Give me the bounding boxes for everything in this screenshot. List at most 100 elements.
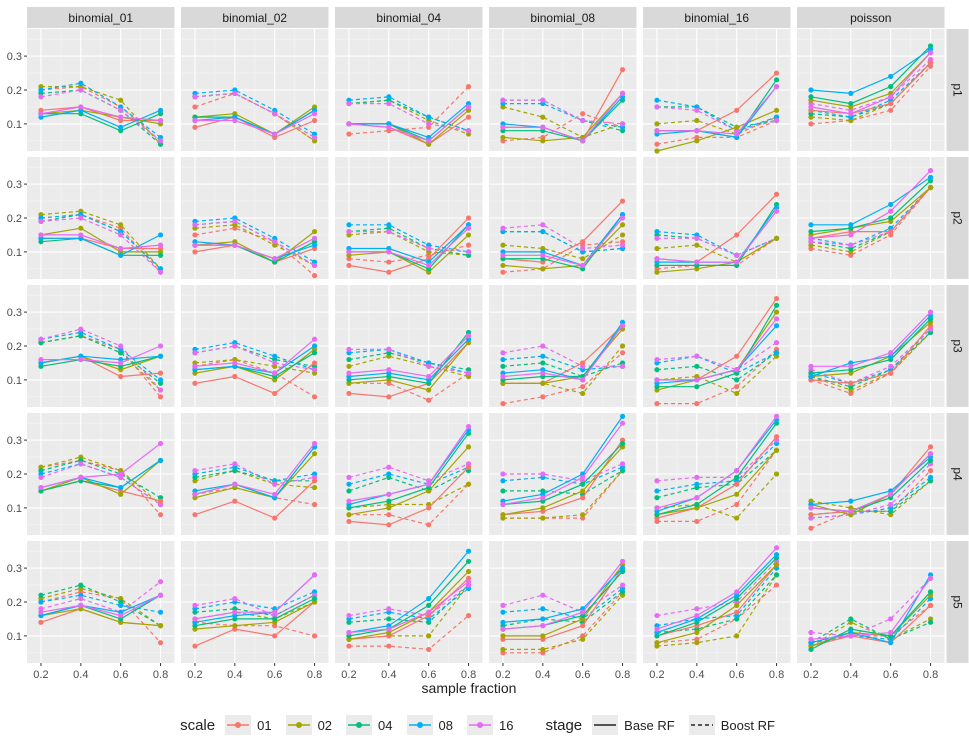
series-line-base-08 xyxy=(348,550,469,634)
data-point-boost-08 xyxy=(157,609,164,615)
data-point-boost-16 xyxy=(580,117,586,124)
panel-p5-binomial_02 xyxy=(181,541,329,663)
data-point-boost-02 xyxy=(654,245,660,252)
series-line-base-16 xyxy=(194,338,315,374)
facet-label-p4: p4 xyxy=(951,467,965,481)
data-point-boost-04 xyxy=(848,616,854,622)
data-point-base-16 xyxy=(192,363,198,369)
data-point-boost-01 xyxy=(619,350,626,356)
data-point-base-01 xyxy=(734,609,740,615)
data-point-base-16 xyxy=(734,589,740,595)
data-point-base-08 xyxy=(927,174,934,180)
series-line-base-02 xyxy=(348,571,469,640)
data-point-base-16 xyxy=(580,377,586,383)
data-point-base-02 xyxy=(118,491,124,497)
data-point-base-08 xyxy=(808,87,814,93)
series-line-base-01 xyxy=(810,325,931,384)
data-point-base-08 xyxy=(888,640,894,646)
data-point-boost-16 xyxy=(694,353,700,359)
legend-key-scale-16 xyxy=(466,715,493,735)
data-point-boost-01 xyxy=(580,111,586,117)
data-point-base-02 xyxy=(465,568,472,575)
data-point-boost-08 xyxy=(540,353,546,359)
data-point-base-02 xyxy=(694,629,700,636)
data-point-base-16 xyxy=(311,440,318,447)
series-line-base-08 xyxy=(502,321,623,381)
panel-p2-binomial_02 xyxy=(181,157,329,279)
facet-strip-binomial_04 xyxy=(335,7,483,28)
series-line-boost-08 xyxy=(810,598,931,644)
y-tick-label: 0.3 xyxy=(7,51,22,63)
data-point-boost-01 xyxy=(500,401,506,407)
series-line-base-04 xyxy=(810,318,931,374)
data-point-boost-01 xyxy=(580,384,586,390)
y-tick-label: 0.1 xyxy=(7,247,22,259)
panel-p4-poisson xyxy=(797,413,945,535)
series-line-boost-01 xyxy=(502,352,623,405)
data-point-base-16 xyxy=(465,225,472,231)
series-line-base-02 xyxy=(348,234,469,273)
series-line-base-16 xyxy=(41,234,161,250)
panel-p5-binomial_08 xyxy=(489,541,637,663)
series-line-base-16 xyxy=(194,443,315,495)
data-point-boost-08 xyxy=(773,350,780,356)
data-point-base-16 xyxy=(157,242,164,248)
panel-p4-binomial_08 xyxy=(489,413,637,535)
data-point-base-16 xyxy=(773,208,780,214)
data-point-base-08 xyxy=(540,616,546,622)
data-point-base-16 xyxy=(78,602,84,608)
data-point-base-08 xyxy=(311,343,318,349)
data-point-base-16 xyxy=(272,131,278,137)
data-point-base-01 xyxy=(734,232,740,238)
data-point-base-08 xyxy=(848,498,854,504)
data-point-base-16 xyxy=(346,121,352,127)
data-point-base-16 xyxy=(426,481,432,487)
legend-scale-title: scale xyxy=(180,716,216,734)
data-point-boost-04 xyxy=(927,619,934,625)
legend-label-scale: 01 xyxy=(257,717,272,733)
data-point-boost-16 xyxy=(192,602,198,608)
data-point-base-16 xyxy=(118,114,124,120)
data-point-boost-01 xyxy=(888,107,894,113)
data-point-boost-16 xyxy=(465,128,472,134)
data-point-base-04 xyxy=(808,94,814,100)
data-point-base-01 xyxy=(118,373,124,380)
data-point-base-02 xyxy=(773,309,780,315)
data-point-boost-01 xyxy=(734,384,740,390)
legend-label-scale: 04 xyxy=(378,717,393,733)
series-line-boost-16 xyxy=(656,342,777,371)
data-point-boost-16 xyxy=(426,121,432,127)
data-point-base-04 xyxy=(773,302,780,308)
panel-p3-binomial_08 xyxy=(489,285,637,407)
series-line-base-16 xyxy=(503,217,623,267)
data-point-boost-16 xyxy=(346,346,352,352)
data-point-boost-16 xyxy=(346,100,352,107)
data-point-boost-04 xyxy=(694,363,700,369)
x-tick-label: 0.4 xyxy=(227,669,242,681)
data-point-base-16 xyxy=(232,117,238,124)
x-tick-label: 0.4 xyxy=(535,669,550,681)
series-line-base-16 xyxy=(657,86,777,135)
data-point-base-16 xyxy=(465,423,472,430)
data-point-base-16 xyxy=(619,215,626,221)
data-point-boost-02 xyxy=(694,117,700,124)
data-point-base-01 xyxy=(192,512,198,518)
data-point-base-16 xyxy=(734,131,740,137)
x-tick-label: 0.6 xyxy=(421,669,436,681)
series-line-base-16 xyxy=(810,170,931,239)
x-tick-label: 0.2 xyxy=(803,669,818,681)
facet-strip-binomial_16 xyxy=(643,7,791,28)
data-point-base-01 xyxy=(311,117,318,124)
series-line-boost-16 xyxy=(656,439,777,482)
series-line-boost-16 xyxy=(656,106,777,132)
data-point-base-16 xyxy=(426,373,432,380)
data-point-boost-01 xyxy=(386,643,392,649)
data-point-base-01 xyxy=(888,370,894,376)
data-point-boost-02 xyxy=(734,633,740,639)
data-point-boost-16 xyxy=(619,363,626,369)
data-point-base-02 xyxy=(734,491,740,497)
y-tick-label: 0.1 xyxy=(7,503,22,515)
series-line-boost-08 xyxy=(40,331,161,381)
data-point-base-16 xyxy=(654,505,660,511)
x-tick-label: 0.2 xyxy=(649,669,664,681)
